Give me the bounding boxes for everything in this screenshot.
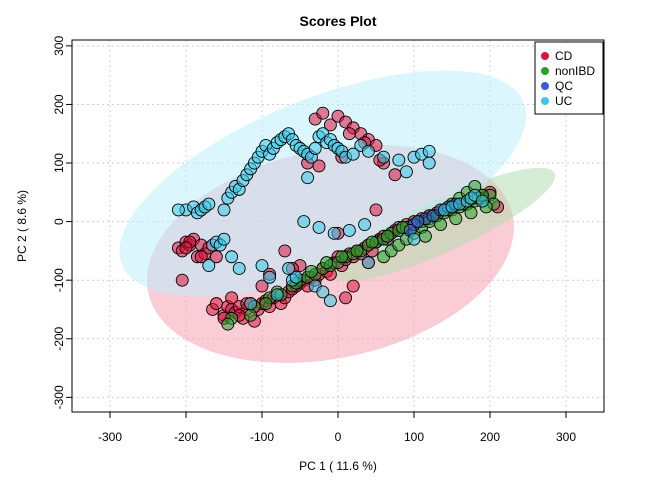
x-axis: -300 -200 -100 0 100 200 300 — [98, 412, 576, 444]
score-points — [171, 106, 505, 331]
point-uc — [327, 226, 341, 240]
point-nonibd — [449, 212, 463, 226]
point-uc — [232, 262, 246, 275]
point-uc — [301, 171, 315, 185]
point-uc — [171, 203, 185, 217]
x-tick-label: 100 — [404, 430, 424, 444]
legend-swatch-cd — [541, 52, 549, 60]
point-uc — [202, 197, 216, 211]
point-uc — [282, 262, 296, 275]
point-cd — [342, 127, 356, 141]
y-tick-label: -200 — [52, 326, 66, 350]
point-cd — [388, 168, 402, 182]
point-nonibd — [464, 206, 478, 220]
point-uc — [422, 144, 436, 158]
x-tick-label: -100 — [250, 430, 274, 444]
point-cd — [369, 203, 383, 217]
point-uc — [270, 288, 284, 302]
point-cd — [179, 241, 193, 255]
point-cd — [312, 159, 326, 173]
point-cd — [175, 273, 189, 287]
point-uc — [316, 285, 330, 299]
legend-swatch-nonibd — [541, 67, 549, 75]
legend-swatch-uc — [541, 97, 549, 105]
point-uc — [358, 218, 372, 231]
legend-swatch-qc — [541, 82, 549, 90]
y-axis-label: PC 2 ( 8.6 %) — [15, 190, 29, 262]
legend-label-nonibd: nonIBD — [555, 64, 595, 78]
point-cd — [323, 118, 337, 132]
point-uc — [475, 194, 489, 208]
x-tick-label: 300 — [556, 430, 576, 444]
point-uc — [392, 153, 406, 167]
point-nonibd — [350, 244, 364, 258]
y-tick-label: 300 — [52, 36, 66, 56]
point-uc — [346, 147, 360, 161]
y-tick-label: 0 — [52, 218, 66, 225]
point-nonibd — [365, 235, 379, 249]
point-uc — [312, 221, 326, 234]
point-nonibd — [221, 317, 235, 331]
point-cd — [194, 250, 208, 264]
point-cd — [346, 279, 360, 293]
point-cd — [339, 291, 353, 305]
point-cd — [209, 297, 223, 311]
point-uc — [289, 270, 303, 284]
point-uc — [361, 256, 375, 270]
y-axis: -300 -200 -100 0 100 200 300 — [52, 36, 72, 409]
x-tick-label: -300 — [98, 430, 122, 444]
point-uc — [202, 259, 216, 272]
y-tick-label: 100 — [52, 153, 66, 173]
y-tick-label: -300 — [52, 385, 66, 409]
point-uc — [217, 203, 231, 217]
point-cd — [278, 244, 292, 258]
chart-title: Scores Plot — [299, 13, 376, 29]
point-uc — [244, 297, 258, 311]
legend-label-qc: QC — [555, 79, 573, 93]
point-cd — [316, 106, 330, 120]
point-uc — [263, 270, 277, 284]
point-cd — [225, 291, 239, 305]
point-nonibd — [335, 250, 349, 264]
point-uc — [297, 215, 311, 229]
point-uc — [377, 150, 391, 164]
x-axis-label: PC 1 ( 11.6 %) — [299, 459, 377, 473]
x-tick-label: 200 — [480, 430, 500, 444]
point-uc — [399, 165, 413, 179]
point-qc — [411, 215, 425, 229]
point-uc — [361, 144, 375, 158]
point-nonibd — [244, 308, 258, 322]
point-uc — [323, 294, 337, 308]
legend-label-uc: UC — [555, 94, 573, 108]
x-tick-label: 0 — [335, 430, 342, 444]
point-uc — [225, 250, 239, 264]
point-uc — [308, 141, 322, 155]
point-uc — [217, 232, 231, 246]
point-nonibd — [320, 256, 334, 270]
point-nonibd — [259, 297, 273, 311]
point-nonibd — [304, 264, 318, 278]
point-uc — [342, 223, 356, 237]
point-uc — [255, 259, 269, 272]
point-cd — [209, 250, 223, 264]
point-nonibd — [434, 218, 448, 231]
point-nonibd — [418, 229, 432, 243]
point-cd — [255, 279, 269, 293]
x-tick-label: -200 — [174, 430, 198, 444]
y-tick-label: -100 — [52, 268, 66, 292]
y-tick-label: 200 — [52, 94, 66, 114]
legend-label-cd: CD — [555, 49, 573, 63]
point-nonibd — [380, 229, 394, 243]
point-uc — [407, 232, 421, 246]
point-uc — [422, 156, 436, 170]
